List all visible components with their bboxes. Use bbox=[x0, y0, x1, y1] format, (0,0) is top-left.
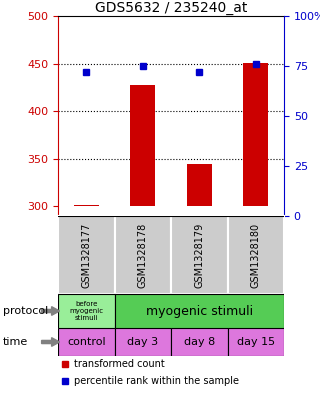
Text: GSM1328179: GSM1328179 bbox=[194, 222, 204, 288]
Text: GSM1328180: GSM1328180 bbox=[251, 222, 261, 288]
Bar bbox=[187, 163, 212, 206]
Bar bbox=[58, 328, 115, 356]
Bar bbox=[130, 84, 156, 206]
Text: transformed count: transformed count bbox=[74, 359, 164, 369]
Bar bbox=[115, 294, 284, 328]
Bar bbox=[58, 294, 115, 328]
Text: control: control bbox=[67, 337, 106, 347]
Text: myogenic stimuli: myogenic stimuli bbox=[146, 305, 253, 318]
Bar bbox=[58, 216, 115, 294]
Text: GSM1328177: GSM1328177 bbox=[81, 222, 91, 288]
Bar bbox=[171, 216, 228, 294]
Text: day 15: day 15 bbox=[237, 337, 275, 347]
Bar bbox=[115, 328, 171, 356]
Text: day 8: day 8 bbox=[184, 337, 215, 347]
Bar bbox=[171, 328, 228, 356]
Bar bbox=[228, 328, 284, 356]
Title: GDS5632 / 235240_at: GDS5632 / 235240_at bbox=[95, 1, 247, 15]
Bar bbox=[228, 216, 284, 294]
Text: GSM1328178: GSM1328178 bbox=[138, 222, 148, 288]
Text: percentile rank within the sample: percentile rank within the sample bbox=[74, 376, 239, 386]
Text: protocol: protocol bbox=[3, 306, 48, 316]
Text: before
myogenic
stimuli: before myogenic stimuli bbox=[69, 301, 103, 321]
Bar bbox=[115, 216, 171, 294]
Bar bbox=[243, 62, 268, 206]
Bar bbox=[74, 205, 99, 206]
Text: time: time bbox=[3, 337, 28, 347]
Text: day 3: day 3 bbox=[127, 337, 158, 347]
